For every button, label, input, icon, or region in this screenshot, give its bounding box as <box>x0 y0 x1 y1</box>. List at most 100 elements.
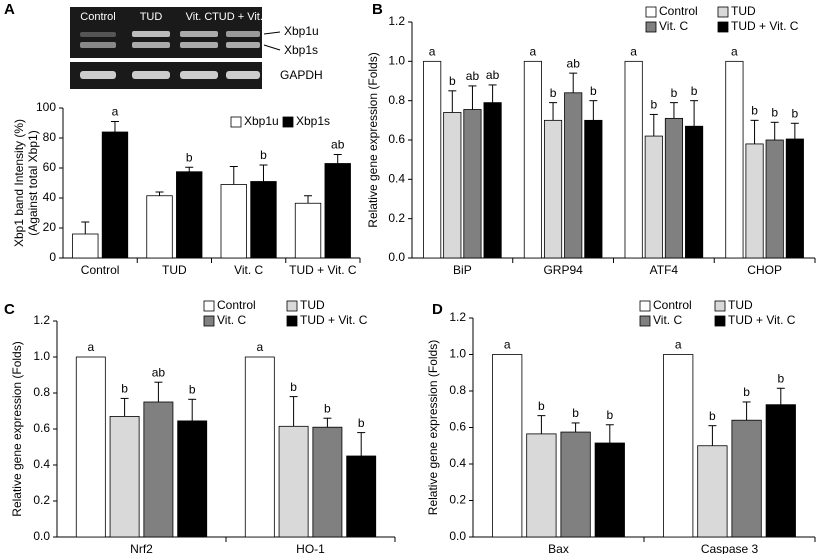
y-tick-label: 100 <box>36 100 56 114</box>
y-tick-label: 1.2 <box>388 14 405 28</box>
bar <box>294 202 322 259</box>
y-tick-label: 20 <box>43 220 57 234</box>
bar <box>324 163 351 259</box>
significance-letter: b <box>590 84 597 98</box>
significance-letter: a <box>630 45 637 59</box>
bar <box>177 420 208 538</box>
legend-swatch <box>639 300 651 312</box>
y-axis-label: Relative gene expression (Folds) <box>366 52 380 227</box>
y-tick-label: 1.0 <box>33 349 50 363</box>
bar <box>523 60 542 259</box>
y-tick-label: 0.4 <box>449 456 466 470</box>
y-tick-label: 0.8 <box>388 93 405 107</box>
legend-swatch <box>286 315 298 327</box>
legend-swatch <box>645 6 657 18</box>
significance-letter: a <box>112 105 119 119</box>
x-tick-label: ATF4 <box>650 263 679 277</box>
bar <box>785 138 804 259</box>
y-tick-label: 0.6 <box>388 132 405 146</box>
x-tick-label: BiP <box>453 263 472 277</box>
y-tick-label: 0.0 <box>388 250 405 264</box>
bar <box>250 181 277 259</box>
significance-letter: b <box>650 98 657 112</box>
y-tick-label: 0.0 <box>449 529 466 543</box>
bar <box>584 119 603 259</box>
bar <box>278 425 309 538</box>
significance-letter: a <box>87 340 94 354</box>
gel-lane-label: TUD + Vit. C <box>212 11 274 23</box>
y-tick-label: 0.2 <box>388 211 405 225</box>
significance-letter: ab <box>486 68 500 82</box>
significance-letter: b <box>572 406 579 420</box>
significance-letter: b <box>260 148 267 162</box>
bar <box>443 112 462 259</box>
significance-letter: ab <box>331 138 345 152</box>
legend-label: Control <box>653 298 692 312</box>
bar <box>624 60 643 259</box>
significance-letter: a <box>675 338 682 352</box>
bar <box>244 356 275 538</box>
y-tick-label: 1.0 <box>449 347 466 361</box>
legend-label: Control <box>217 298 256 312</box>
legend-label: Vit. C <box>659 19 688 33</box>
y-tick-label: 1.2 <box>449 310 466 324</box>
bar <box>109 415 140 538</box>
bar <box>101 131 129 259</box>
gel-lane-label: Control <box>80 11 115 23</box>
legend-swatch <box>203 300 215 312</box>
legend-label: Xbp1u <box>244 114 279 128</box>
legend-label: TUD + Vit. C <box>300 313 368 327</box>
bar <box>564 92 583 259</box>
significance-letter: ab <box>466 69 480 83</box>
panel-label: D <box>432 301 443 318</box>
legend-label: TUD + Vit. C <box>731 19 799 33</box>
bar <box>312 426 343 538</box>
significance-letter: b <box>189 382 196 396</box>
significance-letter: b <box>691 84 698 98</box>
bar <box>644 135 663 259</box>
significance-letter: b <box>777 371 784 385</box>
y-tick-label: 0.2 <box>33 493 50 507</box>
bar <box>765 139 784 259</box>
legend-label: Vit. C <box>653 313 682 327</box>
x-tick-label: TUD + Vit. C <box>289 263 357 277</box>
significance-letter: a <box>256 340 263 354</box>
significance-letter: b <box>751 104 758 118</box>
y-tick-label: 0.4 <box>388 172 405 186</box>
bar <box>543 119 563 259</box>
bar <box>685 125 704 259</box>
x-tick-label: Vit. C <box>234 263 263 277</box>
legend-swatch <box>714 300 726 312</box>
bar <box>72 233 99 259</box>
x-tick-label: Caspase 3 <box>701 542 759 554</box>
band-label: Xbp1s <box>284 43 318 57</box>
bar <box>765 404 796 538</box>
bar <box>594 442 625 538</box>
bar <box>220 184 247 259</box>
legend-swatch <box>203 315 215 327</box>
bar <box>423 60 442 259</box>
legend-label: Vit. C <box>217 313 246 327</box>
significance-letter: b <box>358 416 365 430</box>
legend-swatch <box>282 116 294 128</box>
significance-letter: b <box>290 380 297 394</box>
legend-label: TUD <box>300 298 325 312</box>
y-tick-label: 0.2 <box>449 493 466 507</box>
bar <box>75 356 106 538</box>
panel-label: A <box>4 1 15 18</box>
x-tick-label: Nrf2 <box>130 542 153 554</box>
legend-label: Xbp1s <box>296 114 330 128</box>
x-tick-label: HO-1 <box>296 542 325 554</box>
significance-letter: a <box>504 338 511 352</box>
legend-label: TUD <box>728 298 753 312</box>
bar <box>745 143 764 259</box>
y-tick-label: 0.6 <box>33 421 50 435</box>
x-tick-label: GRP94 <box>543 263 583 277</box>
bar <box>697 445 728 538</box>
x-tick-label: TUD <box>162 263 187 277</box>
bar <box>560 431 591 538</box>
y-tick-label: 0.8 <box>33 385 50 399</box>
significance-letter: a <box>429 45 436 59</box>
significance-letter: b <box>743 385 750 399</box>
